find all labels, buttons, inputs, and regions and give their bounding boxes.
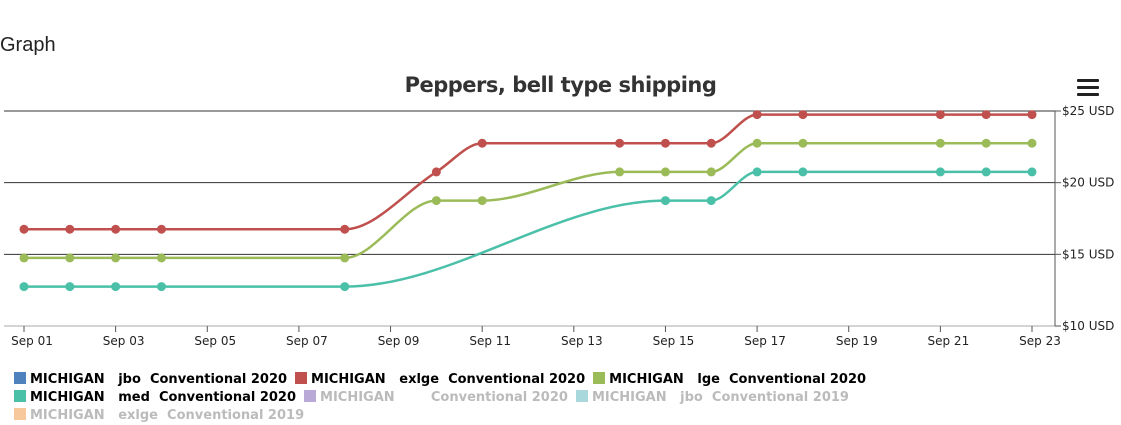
data-point[interactable]	[65, 253, 75, 263]
data-point[interactable]	[477, 138, 487, 148]
data-point[interactable]	[65, 224, 75, 234]
series-line	[23, 141, 1032, 260]
y-tick-label: $10 USD	[1062, 319, 1114, 333]
line-chart: $10 USD $15 USD $20 USD $25 USD Sep 01 Sep 03…	[4, 104, 1114, 348]
data-point[interactable]	[340, 282, 350, 292]
data-point[interactable]	[1027, 138, 1037, 148]
y-tick-label: $20 USD	[1062, 176, 1114, 190]
legend-item[interactable]: MICHIGAN Conventional 2020	[304, 389, 568, 407]
legend-label: MICHIGAN exlge Conventional 2019	[30, 408, 305, 423]
data-point[interactable]	[752, 138, 762, 148]
x-tick-label: Sep 01	[11, 334, 53, 348]
series-3	[19, 167, 1037, 292]
chart-title: Peppers, bell type shipping	[404, 73, 717, 97]
data-point[interactable]	[156, 224, 166, 234]
legend-swatch	[14, 372, 26, 384]
series-1	[19, 110, 1037, 234]
data-point[interactable]	[65, 282, 75, 292]
x-tick-label: Sep 23	[1019, 334, 1061, 348]
legend-swatch	[14, 408, 26, 420]
legend-item[interactable]: MICHIGAN jbo Conventional 2019	[575, 389, 849, 407]
legend-label: MICHIGAN exlge Conventional 2020	[311, 372, 586, 387]
data-point[interactable]	[477, 196, 487, 206]
data-point[interactable]	[19, 224, 29, 234]
data-point[interactable]	[706, 167, 716, 177]
data-point[interactable]	[19, 253, 29, 263]
legend-item[interactable]: MICHIGAN lge Conventional 2020	[593, 371, 866, 389]
x-tick-label: Sep 05	[194, 334, 236, 348]
data-point[interactable]	[1027, 167, 1037, 177]
grid-lines	[4, 110, 1055, 327]
page-heading: Graph	[0, 34, 56, 56]
x-tick-label: Sep 19	[836, 334, 878, 348]
legend-label: MICHIGAN med Conventional 2020	[30, 390, 297, 405]
data-point[interactable]	[935, 110, 945, 120]
legend-swatch	[295, 372, 308, 384]
data-point[interactable]	[935, 167, 945, 177]
data-point[interactable]	[156, 253, 166, 263]
data-point[interactable]	[111, 282, 121, 292]
x-tick-label: Sep 11	[469, 334, 511, 348]
legend-item[interactable]: MICHIGAN jbo Conventional 2020	[14, 371, 287, 389]
data-point[interactable]	[706, 196, 716, 206]
legend-item[interactable]: MICHIGAN exlge Conventional 2020	[295, 371, 585, 389]
data-point[interactable]	[111, 224, 121, 234]
series-lines	[19, 110, 1037, 292]
data-point[interactable]	[752, 167, 762, 177]
x-tick-label: Sep 21	[928, 334, 970, 348]
data-point[interactable]	[156, 282, 166, 292]
data-point[interactable]	[798, 167, 808, 177]
y-tick-label: $15 USD	[1062, 247, 1114, 261]
data-point[interactable]	[431, 196, 441, 206]
data-point[interactable]	[660, 196, 670, 206]
data-point[interactable]	[660, 138, 670, 148]
x-tick-label: Sep 09	[378, 334, 420, 348]
data-point[interactable]	[660, 167, 670, 177]
data-point[interactable]	[798, 138, 808, 148]
data-point[interactable]	[752, 110, 762, 120]
data-point[interactable]	[431, 167, 441, 177]
data-point[interactable]	[935, 138, 945, 148]
legend-item[interactable]: MICHIGAN exlge Conventional 2019	[14, 407, 304, 425]
x-tick-label: Sep 03	[103, 334, 145, 348]
legend-label: MICHIGAN lge Conventional 2020	[609, 372, 867, 387]
data-point[interactable]	[111, 253, 121, 263]
x-tick-label: Sep 15	[653, 334, 695, 348]
y-tick-label: $25 USD	[1062, 104, 1114, 118]
legend-item[interactable]: MICHIGAN med Conventional 2020	[14, 389, 296, 407]
x-tick-label: Sep 13	[561, 334, 603, 348]
data-point[interactable]	[706, 138, 716, 148]
legend: MICHIGAN jbo Conventional 2020 MICHIGAN e…	[14, 371, 1114, 425]
data-point[interactable]	[981, 167, 991, 177]
legend-label: MICHIGAN jbo Conventional 2019	[591, 390, 849, 405]
data-point[interactable]	[615, 138, 625, 148]
data-point[interactable]	[19, 282, 29, 292]
data-point[interactable]	[615, 167, 625, 177]
data-point[interactable]	[340, 253, 350, 263]
legend-label: MICHIGAN Conventional 2020	[320, 390, 568, 405]
series-line	[24, 113, 1032, 231]
data-point[interactable]	[981, 110, 991, 120]
series-2	[19, 138, 1037, 263]
data-point[interactable]	[798, 110, 808, 120]
x-tick-label: Sep 07	[286, 334, 328, 348]
series-line	[23, 170, 1032, 288]
legend-swatch	[575, 390, 588, 402]
legend-swatch	[593, 372, 606, 384]
legend-swatch	[304, 390, 317, 402]
axes	[23, 110, 1061, 332]
legend-swatch	[14, 390, 26, 402]
legend-label: MICHIGAN jbo Conventional 2020	[30, 372, 288, 387]
x-tick-label: Sep 17	[744, 334, 786, 348]
tick-labels: $10 USD $15 USD $20 USD $25 USD Sep 01 Sep 03…	[11, 104, 1114, 348]
data-point[interactable]	[1027, 110, 1037, 120]
data-point[interactable]	[981, 138, 991, 148]
hamburger-menu-icon[interactable]	[1077, 79, 1099, 97]
data-point[interactable]	[340, 224, 350, 234]
